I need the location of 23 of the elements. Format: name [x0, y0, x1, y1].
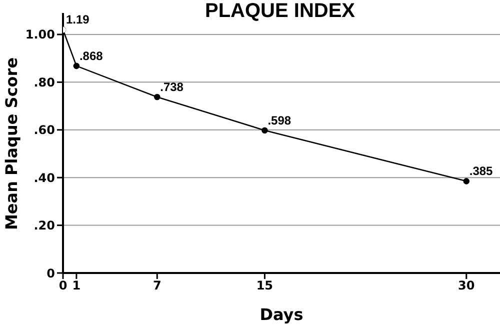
x-tick-label: 0 — [58, 278, 68, 293]
y-tick-label: .60 — [34, 123, 55, 138]
data-label: .868 — [79, 48, 104, 63]
x-tick-label: 30 — [458, 278, 475, 293]
y-tick-label: .40 — [34, 170, 55, 185]
annotation: 1.19 — [66, 12, 90, 27]
point — [262, 127, 268, 134]
x-tick-label: 7 — [152, 278, 162, 293]
point — [73, 62, 80, 70]
y-tick-label: 0 — [46, 266, 55, 280]
y-tick-label: 1.00 — [25, 28, 55, 42]
point — [154, 94, 160, 100]
y-tick-label: .20 — [34, 218, 55, 233]
data-label: .385 — [469, 164, 494, 178]
x-tick-label: 1 — [72, 278, 81, 293]
y-tick-label: .80 — [34, 75, 55, 90]
x-axis-title: Days — [258, 305, 304, 324]
point — [463, 178, 470, 184]
data-label: .598 — [268, 113, 292, 128]
y-axis-title: Mean Plaque Score — [2, 57, 21, 230]
data-label: .738 — [160, 80, 184, 94]
chart-title: PLAQUE INDEX — [180, 0, 380, 23]
x-tick-label: 15 — [256, 278, 274, 293]
